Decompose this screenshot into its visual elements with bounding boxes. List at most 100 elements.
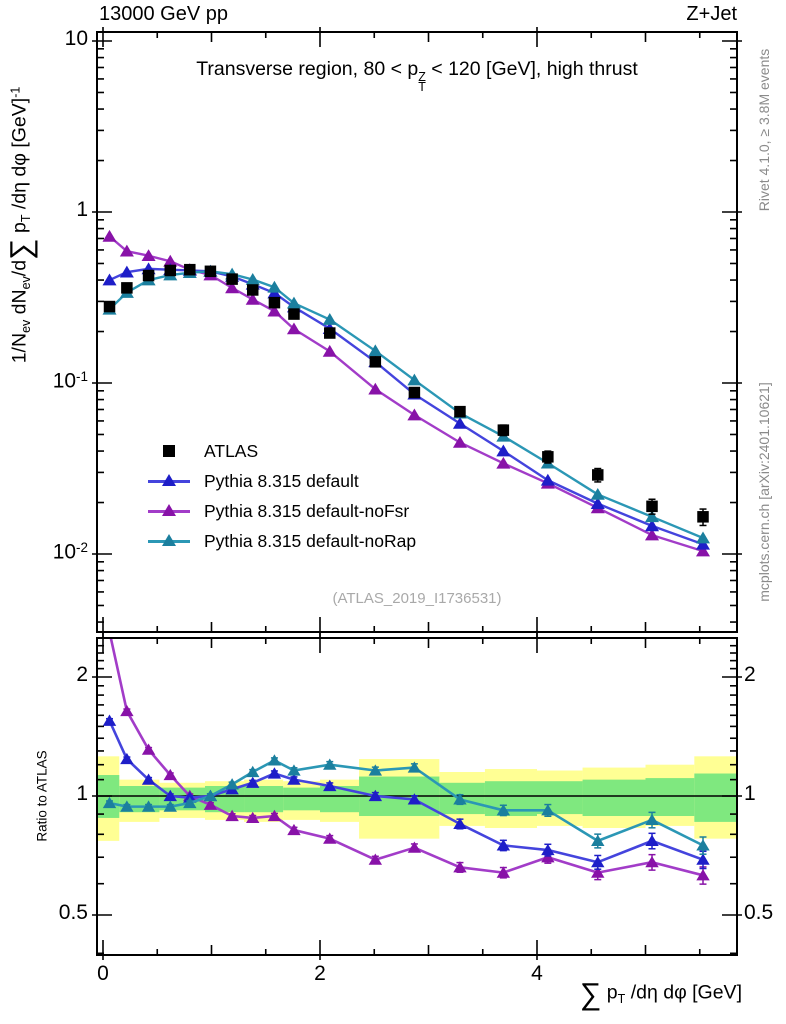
triangle-marker xyxy=(287,773,301,785)
ratio-pythia-8-315-default-nofsr xyxy=(109,638,710,885)
main-y-tick-label: 10-1 xyxy=(52,369,88,393)
triangle-marker xyxy=(541,804,555,816)
legend-item-label: Pythia 8.315 default-noRap xyxy=(204,530,417,551)
green-band-bin xyxy=(582,779,646,817)
analysis-id-watermark: (ATLAS_2019_I1736531) xyxy=(332,590,502,607)
triangle-marker xyxy=(645,856,659,868)
triangle-marker xyxy=(452,435,467,448)
x-tick-label: 4 xyxy=(531,962,543,985)
triangle-marker xyxy=(590,487,605,500)
legend-item-pythia-8-315-default-nofsr: Pythia 8.315 default-noFsr xyxy=(148,496,416,526)
triangle-marker xyxy=(645,813,659,825)
main-y-tick-label: 1 xyxy=(76,198,88,221)
triangle-marker xyxy=(368,764,383,776)
triangle-marker xyxy=(591,834,605,846)
triangle-marker xyxy=(141,800,156,812)
triangle-marker xyxy=(541,843,555,856)
square-marker xyxy=(288,308,300,320)
square-marker xyxy=(454,405,466,418)
triangle-marker xyxy=(120,704,134,717)
square-marker xyxy=(369,356,382,368)
triangle-marker xyxy=(695,537,711,550)
main-y-axis-label: 1/Nev dNev/d∑ pT /dη dφ [GeV]-1 xyxy=(5,86,38,364)
legend-item-label: Pythia 8.315 default xyxy=(204,470,359,491)
triangle-marker-icon xyxy=(148,533,190,549)
triangle-marker-icon xyxy=(148,503,190,519)
triangle-marker xyxy=(287,823,301,836)
triangle-marker xyxy=(102,714,117,726)
ratio-panel-series xyxy=(102,638,710,885)
triangle-marker xyxy=(696,839,710,851)
triangle-marker xyxy=(203,789,218,802)
triangle-marker xyxy=(183,796,197,809)
green-band-bin xyxy=(537,781,583,815)
triangle-marker xyxy=(496,866,511,878)
square-marker xyxy=(497,424,510,436)
triangle-marker xyxy=(163,800,177,812)
triangle-marker xyxy=(246,776,260,788)
square-marker xyxy=(164,264,177,277)
main-y-tick-label: 10 xyxy=(64,27,88,50)
triangle-marker xyxy=(323,758,337,770)
square-marker-icon xyxy=(148,443,190,459)
triangle-marker xyxy=(119,244,134,257)
triangle-marker xyxy=(287,764,301,776)
triangle-marker xyxy=(267,809,282,822)
triangle-marker-icon xyxy=(148,473,190,489)
square-marker xyxy=(184,263,196,276)
legend-item-atlas: ATLAS xyxy=(148,436,416,466)
triangle-marker xyxy=(496,444,511,457)
triangle-marker xyxy=(245,292,260,305)
triangle-marker xyxy=(496,456,511,469)
triangle-marker xyxy=(246,765,260,778)
triangle-marker xyxy=(591,856,605,868)
legend-item-label: Pythia 8.315 default-noFsr xyxy=(204,500,410,521)
triangle-marker xyxy=(163,254,178,267)
legend: ATLAS Pythia 8.315 default Pythia 8.315 de… xyxy=(148,436,416,556)
triangle-marker xyxy=(368,382,383,395)
triangle-marker xyxy=(407,408,422,421)
triangle-marker xyxy=(203,798,218,810)
triangle-marker xyxy=(407,793,422,805)
ratio-pythia-8-315-default xyxy=(102,714,710,870)
triangle-marker xyxy=(323,779,337,792)
triangle-marker xyxy=(591,866,605,878)
green-band-bin xyxy=(645,778,695,817)
triangle-marker xyxy=(141,773,156,785)
triangle-marker xyxy=(120,752,134,765)
square-marker xyxy=(121,282,133,294)
square-marker xyxy=(103,300,116,313)
triangle-marker xyxy=(102,229,117,242)
axis-ticks xyxy=(92,27,742,960)
series-line xyxy=(109,638,704,877)
triangle-marker xyxy=(696,869,710,881)
triangle-marker xyxy=(695,531,711,544)
square-marker xyxy=(204,265,217,278)
triangle-marker xyxy=(119,265,134,278)
x-tick-label: 0 xyxy=(97,962,109,985)
triangle-marker xyxy=(102,796,117,809)
legend-item-label: ATLAS xyxy=(204,440,259,461)
collision-energy-label: 13000 GeV pp xyxy=(99,3,228,25)
triangle-marker xyxy=(141,743,156,755)
series-atlas-data xyxy=(103,263,709,527)
mcplots-attribution-note: mcplots.cern.ch [arXiv:2401.10621] xyxy=(756,382,772,602)
process-label: Z+Jet xyxy=(686,3,737,25)
triangle-marker xyxy=(225,778,239,790)
triangle-marker xyxy=(453,861,467,873)
triangle-marker xyxy=(102,273,117,286)
triangle-marker xyxy=(452,416,467,429)
triangle-marker xyxy=(590,497,605,509)
ratio-y-tick-label-right: 1 xyxy=(744,782,756,805)
ratio-y-axis-label: Ratio to ATLAS xyxy=(34,750,50,842)
triangle-marker xyxy=(368,789,383,802)
legend-item-pythia-8-315-default: Pythia 8.315 default xyxy=(148,466,416,496)
triangle-marker xyxy=(368,853,383,865)
ratio-y-tick-label-left: 1 xyxy=(76,782,88,805)
square-marker xyxy=(142,269,155,282)
triangle-marker xyxy=(120,800,134,812)
square-marker xyxy=(542,451,554,463)
